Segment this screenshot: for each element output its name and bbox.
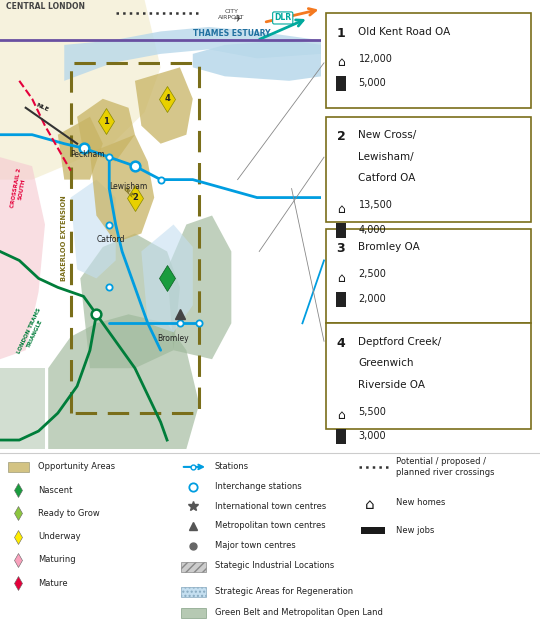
Text: 13,500: 13,500 (359, 200, 393, 210)
Text: Stategic Industrial Locations: Stategic Industrial Locations (215, 561, 334, 570)
Text: 5,500: 5,500 (359, 407, 386, 417)
Text: ⌂: ⌂ (337, 272, 345, 284)
Text: Metropolitan town centres: Metropolitan town centres (215, 521, 326, 531)
Text: Opportunity Areas: Opportunity Areas (38, 462, 115, 472)
Text: 1: 1 (336, 27, 346, 40)
Text: Lewisham: Lewisham (109, 181, 147, 190)
Text: Bromley OA: Bromley OA (359, 242, 420, 252)
Text: 2,000: 2,000 (359, 294, 386, 304)
Text: Greenwich: Greenwich (359, 359, 414, 368)
Polygon shape (77, 99, 135, 161)
Text: ✈: ✈ (234, 14, 242, 24)
Polygon shape (64, 27, 321, 81)
Text: Ready to Grow: Ready to Grow (38, 509, 99, 518)
FancyBboxPatch shape (326, 13, 531, 108)
Text: 3,000: 3,000 (359, 431, 386, 441)
Text: New homes: New homes (396, 498, 445, 507)
Bar (181, 587, 206, 597)
Text: Interchange stations: Interchange stations (215, 482, 302, 491)
Bar (335, 77, 347, 91)
Text: ⌂: ⌂ (337, 409, 345, 422)
Text: Strategic Areas for Regeneration: Strategic Areas for Regeneration (215, 587, 353, 596)
Bar (361, 528, 385, 534)
Text: LONDON TRAMS
TRIANGLE: LONDON TRAMS TRIANGLE (17, 307, 48, 357)
Text: 2: 2 (132, 193, 138, 202)
Polygon shape (0, 0, 161, 180)
Text: CENTRAL LONDON: CENTRAL LONDON (6, 2, 85, 11)
Polygon shape (141, 224, 193, 332)
Text: Underway: Underway (38, 532, 80, 541)
Polygon shape (193, 40, 321, 81)
FancyBboxPatch shape (326, 117, 531, 222)
Polygon shape (48, 314, 199, 449)
Text: Maturing: Maturing (38, 556, 76, 565)
Text: Old Kent Road OA: Old Kent Road OA (359, 27, 451, 37)
Text: ⌂: ⌂ (337, 202, 345, 215)
Text: Nascent: Nascent (38, 485, 72, 495)
Text: 2,500: 2,500 (359, 269, 386, 279)
Text: NLE: NLE (35, 102, 49, 113)
Text: Lewisham/: Lewisham/ (359, 152, 414, 162)
Text: BLE: BLE (122, 187, 135, 200)
Text: 2: 2 (336, 130, 346, 143)
Text: Stations: Stations (215, 462, 249, 472)
Text: Major town centres: Major town centres (215, 541, 296, 550)
Polygon shape (135, 67, 193, 144)
Text: Catford OA: Catford OA (359, 173, 416, 183)
Bar (181, 562, 206, 571)
Text: ⌂: ⌂ (364, 497, 374, 512)
Text: CITY
AIRPORT: CITY AIRPORT (218, 9, 245, 19)
Text: THAMES ESTUARY: THAMES ESTUARY (193, 29, 271, 38)
Text: CROSSRAIL 2
SOUTH: CROSSRAIL 2 SOUTH (10, 168, 28, 209)
Polygon shape (71, 180, 116, 278)
Bar (335, 223, 347, 237)
Text: 12,000: 12,000 (359, 54, 393, 64)
Text: Bromley: Bromley (158, 334, 190, 344)
Text: 4: 4 (164, 94, 170, 103)
Text: Potential / proposed /
planned river crossings: Potential / proposed / planned river cro… (396, 457, 494, 477)
Text: DLR: DLR (274, 13, 291, 23)
Bar (8, 462, 29, 472)
Polygon shape (167, 215, 231, 359)
Text: 5,000: 5,000 (359, 78, 386, 88)
Text: Peckham: Peckham (71, 150, 105, 159)
Text: Mature: Mature (38, 579, 68, 588)
Text: 4,000: 4,000 (359, 225, 386, 234)
FancyBboxPatch shape (326, 229, 531, 323)
Bar (335, 430, 347, 444)
Polygon shape (0, 157, 45, 359)
Text: Deptford Creek/: Deptford Creek/ (359, 337, 442, 347)
Text: BAKERLOO EXTENSION: BAKERLOO EXTENSION (61, 195, 68, 281)
Text: International town centres: International town centres (215, 502, 326, 511)
Polygon shape (0, 368, 45, 449)
Polygon shape (80, 234, 180, 368)
Text: 4: 4 (336, 337, 346, 350)
Bar (335, 292, 347, 306)
Text: New jobs: New jobs (396, 526, 434, 535)
Polygon shape (58, 117, 103, 180)
Bar (181, 609, 206, 618)
Text: New Cross/: New Cross/ (359, 130, 417, 140)
Text: 1: 1 (103, 117, 109, 126)
Text: ⌂: ⌂ (337, 56, 345, 69)
Text: Catford: Catford (97, 236, 125, 244)
Polygon shape (90, 135, 154, 242)
Text: Riverside OA: Riverside OA (359, 380, 426, 390)
Text: Green Belt and Metropolitan Open Land: Green Belt and Metropolitan Open Land (215, 609, 383, 617)
FancyBboxPatch shape (326, 323, 531, 429)
Text: 3: 3 (336, 242, 345, 256)
